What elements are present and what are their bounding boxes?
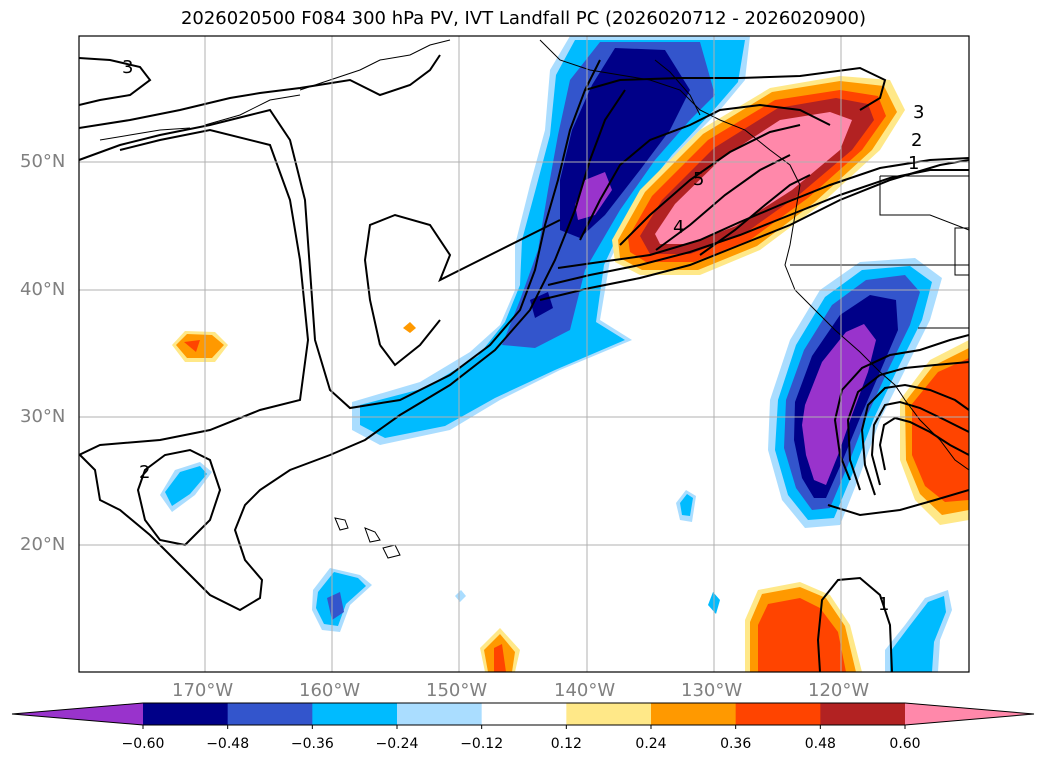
colorbar-tick-label: 0.12 <box>551 736 582 752</box>
lat-label: 30°N <box>20 406 66 427</box>
contour-label: 1 <box>878 594 889 615</box>
colorbar-swatch <box>566 703 652 725</box>
colorbar-swatch <box>481 703 567 725</box>
colorbar-swatch <box>397 703 483 725</box>
negative-anomaly-north <box>352 36 750 445</box>
map-panel: 3 3 2 1 5 4 2 1 <box>79 36 969 672</box>
contour-label: 3 <box>913 102 924 123</box>
small-anomalies <box>160 322 952 672</box>
colorbar-tick-label: 0.48 <box>805 736 836 752</box>
colorbar-tick-label: 0.36 <box>720 736 751 752</box>
contour-label: 2 <box>911 130 922 151</box>
map-frame <box>78 35 970 673</box>
lat-label: 20°N <box>20 534 66 555</box>
lon-label: 130°W <box>681 680 743 701</box>
colorbar: −0.60 −0.48 −0.36 −0.24 −0.12 0.12 0.24 0.36 0.4… <box>11 702 1035 752</box>
lat-label: 40°N <box>20 279 66 300</box>
colorbar-tick-label: −0.24 <box>376 736 419 752</box>
contour-label: 1 <box>908 153 919 174</box>
colorbar-tick-label: 0.24 <box>635 736 666 752</box>
coastlines <box>99 39 969 559</box>
colorbar-swatch <box>735 703 821 725</box>
colorbar-swatch <box>143 703 229 725</box>
lon-label: 140°W <box>554 680 616 701</box>
lon-label: 120°W <box>808 680 870 701</box>
lon-label: 170°W <box>172 680 234 701</box>
contour-label: 5 <box>693 169 704 190</box>
positive-anomaly-southeast <box>900 340 969 525</box>
figure-title: 2026020500 F084 300 hPa PV, IVT Landfall… <box>180 8 867 29</box>
colorbar-extend-min <box>12 703 143 725</box>
positive-anomaly-ridge <box>612 76 905 275</box>
colorbar-extend-max <box>905 703 1034 725</box>
colorbar-swatch <box>312 703 398 725</box>
lat-label: 50°N <box>20 151 66 172</box>
contour-labels: 3 3 2 1 5 4 2 1 <box>122 57 924 615</box>
colorbar-tick-label: −0.48 <box>206 736 249 752</box>
contour-label: 3 <box>122 57 133 78</box>
colorbar-swatch <box>227 703 313 725</box>
gridlines <box>79 36 969 672</box>
colorbar-tick-label: −0.36 <box>291 736 334 752</box>
colorbar-tick-label: −0.60 <box>122 736 165 752</box>
contour-label: 4 <box>673 217 684 238</box>
colorbar-tick-label: 0.60 <box>889 736 920 752</box>
colorbar-tick-label: −0.12 <box>460 736 503 752</box>
colorbar-swatch <box>651 703 737 725</box>
lon-label: 150°W <box>426 680 488 701</box>
contour-label: 2 <box>139 462 150 483</box>
colorbar-swatch <box>820 703 906 725</box>
ivt-contours <box>79 54 969 672</box>
lon-label: 160°W <box>299 680 361 701</box>
